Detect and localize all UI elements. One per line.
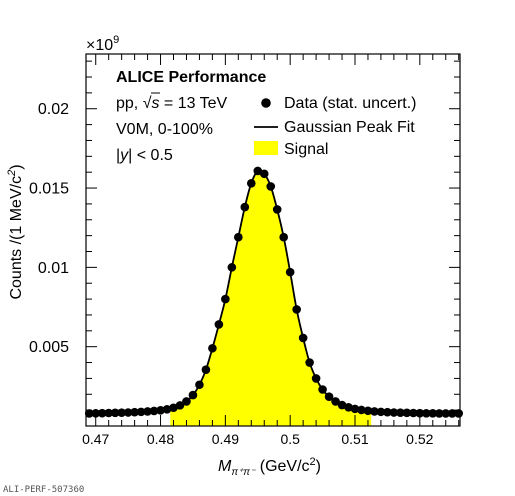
data-point bbox=[188, 390, 198, 400]
plot-frame bbox=[85, 53, 461, 427]
data-point bbox=[318, 385, 327, 394]
data-point bbox=[110, 408, 120, 418]
data-point bbox=[162, 405, 172, 414]
legend-signal-swatch bbox=[254, 141, 278, 155]
legend-signal-label: Signal bbox=[284, 141, 328, 158]
data-point bbox=[383, 407, 392, 417]
data-point bbox=[84, 409, 94, 418]
legend-data-marker bbox=[261, 98, 271, 108]
data-point bbox=[434, 409, 444, 418]
data-point bbox=[234, 232, 243, 242]
data-point bbox=[447, 409, 457, 418]
data-point bbox=[130, 407, 139, 417]
x-axis-title: Mπ⁺π⁻ (GeV/c2) bbox=[218, 456, 321, 478]
data-point bbox=[104, 408, 113, 418]
legend: Data (stat. uncert.) Gaussian Peak Fit S… bbox=[254, 95, 417, 158]
data-point bbox=[396, 408, 405, 417]
data-point bbox=[143, 407, 152, 416]
y-tick-label: 0.02 bbox=[38, 101, 69, 118]
data-point bbox=[156, 406, 165, 415]
data-point bbox=[285, 267, 295, 277]
data-point bbox=[428, 409, 438, 418]
data-point bbox=[97, 408, 107, 418]
data-point bbox=[266, 182, 276, 191]
x-tick-labels: 0.47 0.48 0.49 0.5 0.51 0.52 bbox=[82, 431, 434, 447]
data-point bbox=[363, 406, 373, 416]
data-point bbox=[117, 408, 126, 417]
x-tick-label: 0.47 bbox=[82, 431, 109, 447]
data-point bbox=[279, 232, 288, 242]
legend-data-label: Data (stat. uncert.) bbox=[284, 95, 417, 112]
data-point bbox=[253, 166, 263, 176]
data-point bbox=[324, 392, 334, 401]
data-point bbox=[376, 407, 386, 417]
data-point bbox=[415, 408, 425, 418]
data-point bbox=[311, 374, 321, 383]
axis-ticks bbox=[86, 54, 460, 426]
data-point bbox=[208, 343, 217, 353]
y-tick-label: 0.005 bbox=[29, 339, 69, 356]
y-tick-label: 0.015 bbox=[29, 181, 69, 198]
data-point bbox=[421, 409, 431, 418]
x-tick-label: 0.48 bbox=[147, 431, 174, 447]
data-point bbox=[123, 408, 133, 417]
data-point bbox=[292, 305, 301, 314]
y-exponent-label: ×109 bbox=[86, 34, 119, 54]
rapidity-label: |y| < 0.5 bbox=[116, 147, 173, 164]
data-markers bbox=[84, 166, 464, 418]
experiment-label: ALICE Performance bbox=[116, 69, 266, 86]
data-point bbox=[272, 205, 282, 214]
data-point bbox=[221, 294, 230, 304]
annotation-block: ALICE Performance pp, √s = 13 TeV V0M, 0… bbox=[116, 69, 266, 164]
data-point bbox=[201, 365, 211, 374]
data-point bbox=[454, 409, 464, 418]
data-point bbox=[305, 358, 314, 367]
data-point bbox=[389, 408, 399, 417]
data-point bbox=[298, 333, 308, 343]
figure-id-label: ALI-PERF-507360 bbox=[3, 485, 84, 495]
data-point bbox=[441, 409, 451, 418]
data-point bbox=[402, 408, 412, 418]
signal-area bbox=[170, 170, 372, 426]
data-point bbox=[240, 202, 250, 212]
x-tick-label: 0.51 bbox=[341, 431, 368, 447]
data-point bbox=[246, 178, 256, 188]
y-axis-title: Counts /(1 MeV/c2) bbox=[6, 164, 25, 299]
collision-system-label: pp, √s = 13 TeV bbox=[116, 95, 228, 112]
data-point bbox=[214, 320, 224, 329]
data-point bbox=[370, 407, 379, 416]
data-point bbox=[227, 263, 237, 272]
y-tick-labels: 0.005 0.01 0.015 0.02 bbox=[29, 101, 69, 356]
data-point bbox=[182, 397, 191, 406]
x-tick-label: 0.5 bbox=[280, 431, 300, 447]
data-point bbox=[357, 405, 366, 415]
x-tick-label: 0.49 bbox=[212, 431, 239, 447]
data-point bbox=[259, 169, 269, 179]
data-point bbox=[337, 400, 347, 410]
signal-fill bbox=[170, 170, 372, 426]
data-point bbox=[331, 397, 340, 406]
multiplicity-label: V0M, 0-100% bbox=[116, 121, 213, 138]
data-point bbox=[195, 380, 204, 390]
data-point bbox=[169, 403, 178, 413]
y-tick-label: 0.01 bbox=[38, 260, 69, 277]
data-point bbox=[350, 404, 360, 414]
data-point bbox=[344, 402, 353, 412]
data-point bbox=[149, 406, 159, 416]
data-point bbox=[136, 407, 146, 417]
data-point bbox=[409, 408, 418, 418]
legend-fit-label: Gaussian Peak Fit bbox=[284, 119, 415, 136]
x-tick-label: 0.52 bbox=[406, 431, 433, 447]
data-point bbox=[91, 409, 101, 418]
data-point bbox=[175, 401, 185, 410]
